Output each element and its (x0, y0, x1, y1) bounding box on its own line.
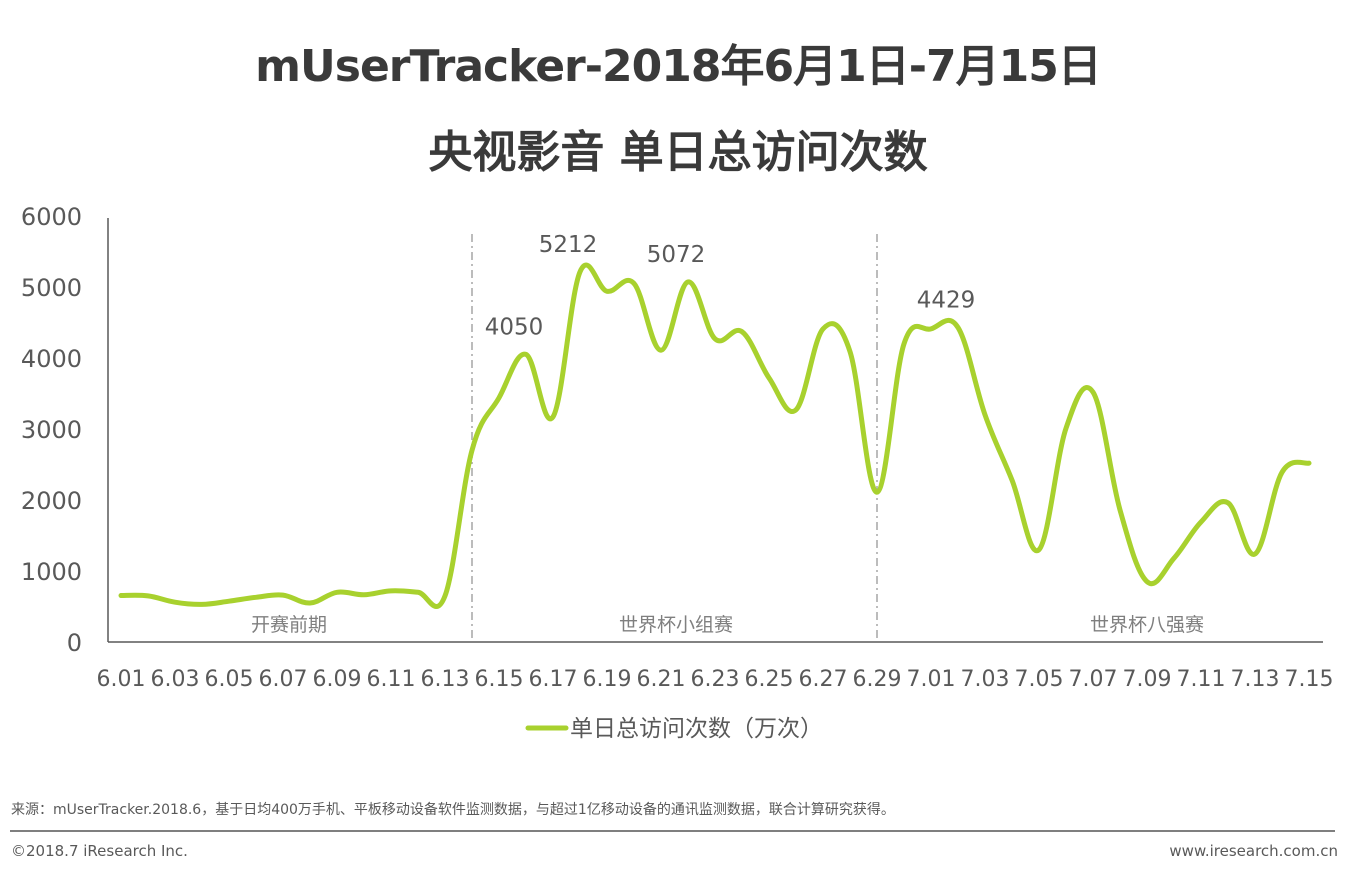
x-tick-label: 7.15 (1285, 667, 1334, 692)
x-tick-label: 6.05 (205, 667, 254, 692)
x-tick-label: 6.01 (97, 667, 146, 692)
x-tick-label: 7.11 (1177, 667, 1226, 692)
phase-dividers (471, 234, 878, 642)
y-tick-label: 1000 (21, 558, 82, 586)
y-axis: 0 1000 2000 3000 4000 5000 6000 (21, 203, 109, 657)
phase-label: 开赛前期 (251, 614, 327, 636)
data-labels: 4050 5212 5072 4429 (485, 232, 976, 341)
x-tick-label: 7.01 (907, 667, 956, 692)
x-tick-label: 6.23 (691, 667, 740, 692)
x-tick-label: 6.29 (853, 667, 902, 692)
y-tick-label: 0 (67, 629, 82, 657)
x-tick-label: 6.03 (151, 667, 200, 692)
chart-title-line2: 央视影音 单日总访问次数 (428, 127, 928, 178)
x-tick-label: 6.15 (475, 667, 524, 692)
x-tick-label: 6.21 (637, 667, 686, 692)
y-tick-label: 4000 (21, 345, 82, 373)
footer-divider (10, 830, 1335, 832)
x-tick-label: 7.05 (1015, 667, 1064, 692)
y-tick-label: 2000 (21, 487, 82, 515)
legend: 单日总访问次数（万次） (525, 716, 823, 742)
x-axis: 6.01 6.03 6.05 6.07 6.09 6.11 6.13 6.15 6.17 6.19… (97, 641, 1334, 692)
x-tick-label: 6.09 (313, 667, 362, 692)
legend-label: 单日总访问次数（万次） (570, 716, 823, 742)
phase-label: 世界杯八强赛 (1090, 614, 1204, 636)
series-line (118, 262, 1312, 609)
phase-labels: 开赛前期 世界杯小组赛 世界杯八强赛 (251, 614, 1204, 636)
x-tick-label: 6.11 (367, 667, 416, 692)
data-label: 5212 (539, 232, 598, 258)
website-link[interactable]: www.iresearch.com.cn (1169, 842, 1338, 860)
x-tick-label: 7.13 (1231, 667, 1280, 692)
y-tick-label: 3000 (21, 416, 82, 444)
phase-label: 世界杯小组赛 (619, 614, 733, 636)
y-tick-label: 5000 (21, 274, 82, 302)
x-tick-label: 6.19 (583, 667, 632, 692)
data-label: 5072 (647, 242, 706, 268)
y-tick-label: 6000 (21, 203, 82, 231)
x-tick-label: 6.07 (259, 667, 308, 692)
x-tick-label: 6.17 (529, 667, 578, 692)
x-tick-label: 6.27 (799, 667, 848, 692)
x-tick-label: 6.13 (421, 667, 470, 692)
data-label: 4429 (917, 288, 976, 314)
source-note: 来源：mUserTracker.2018.6，基于日均400万手机、平板移动设备… (11, 802, 895, 818)
x-tick-label: 6.25 (745, 667, 794, 692)
data-label: 4050 (485, 314, 544, 340)
x-tick-label: 7.03 (961, 667, 1010, 692)
x-tick-label: 7.09 (1123, 667, 1172, 692)
copyright: ©2018.7 iResearch Inc. (11, 842, 188, 860)
x-tick-label: 7.07 (1069, 667, 1118, 692)
chart-title-line1: mUserTracker-2018年6月1日-7月15日 (255, 41, 1102, 92)
